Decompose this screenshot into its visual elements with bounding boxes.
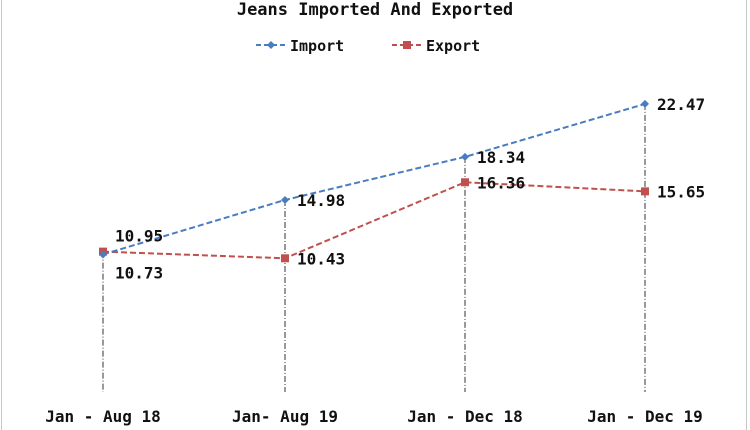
data-label-export: 10.43 xyxy=(297,249,345,268)
legend-label-export: Export xyxy=(426,37,480,55)
series-line-export xyxy=(102,181,646,260)
legend-marker-export xyxy=(403,41,411,49)
data-point-import xyxy=(461,152,469,161)
legend-label-import: Import xyxy=(290,37,344,55)
data-point-import xyxy=(641,99,649,108)
data-point-import xyxy=(99,250,107,259)
data-label-export: 10.95 xyxy=(115,227,163,246)
legend-marker-import xyxy=(267,41,275,49)
data-point-export xyxy=(281,254,289,263)
data-label-import: 22.47 xyxy=(657,95,705,114)
drop-lines xyxy=(102,103,646,392)
x-tick-label: Jan - Aug 18 xyxy=(45,407,161,426)
x-tick-label: Jan - Dec 19 xyxy=(587,407,703,426)
data-label-export: 16.36 xyxy=(477,173,525,192)
x-tick-label: Jan- Aug 19 xyxy=(232,407,338,426)
data-point-export xyxy=(641,187,649,196)
x-axis-labels: Jan - Aug 18 Jan- Aug 19 Jan - Dec 18 Jan -… xyxy=(45,407,703,426)
data-label-import: 10.73 xyxy=(115,263,163,282)
data-point-export xyxy=(461,178,469,187)
data-label-import: 18.34 xyxy=(477,148,525,167)
series-layer: 10.73 14.98 18.34 22.47 10.95 10.43 16.36 15.65 xyxy=(99,95,705,282)
data-label-import: 14.98 xyxy=(297,191,345,210)
data-label-export: 15.65 xyxy=(657,182,705,201)
x-tick-label: Jan - Dec 18 xyxy=(407,407,523,426)
legend: Import Export xyxy=(256,37,480,55)
data-point-import xyxy=(281,195,289,204)
series-line-import xyxy=(102,102,646,256)
chart-title: Jeans Imported And Exported xyxy=(237,0,513,20)
